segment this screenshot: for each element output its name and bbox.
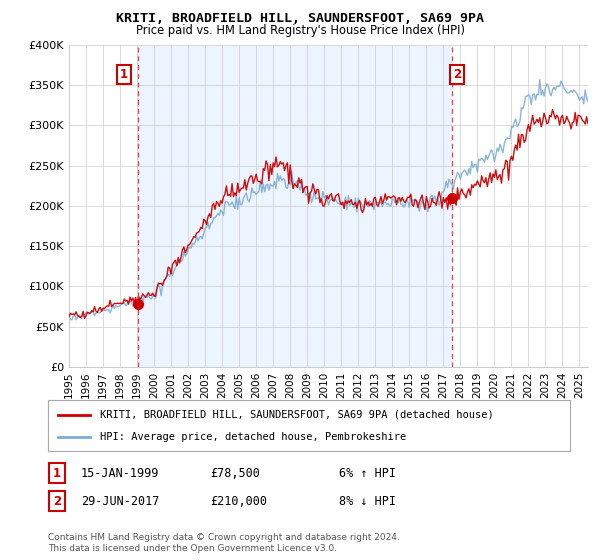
Text: HPI: Average price, detached house, Pembrokeshire: HPI: Average price, detached house, Pemb…: [100, 432, 406, 442]
Text: KRITI, BROADFIELD HILL, SAUNDERSFOOT, SA69 9PA: KRITI, BROADFIELD HILL, SAUNDERSFOOT, SA…: [116, 12, 484, 25]
Text: 2: 2: [453, 68, 461, 81]
Text: 6% ↑ HPI: 6% ↑ HPI: [339, 466, 396, 480]
Text: 1: 1: [53, 466, 61, 480]
Text: 1: 1: [120, 68, 128, 81]
Text: 29-JUN-2017: 29-JUN-2017: [81, 494, 160, 508]
Text: £210,000: £210,000: [210, 494, 267, 508]
Text: 8% ↓ HPI: 8% ↓ HPI: [339, 494, 396, 508]
Bar: [138, 45, 452, 367]
Text: KRITI, BROADFIELD HILL, SAUNDERSFOOT, SA69 9PA (detached house): KRITI, BROADFIELD HILL, SAUNDERSFOOT, SA…: [100, 409, 494, 419]
Text: £78,500: £78,500: [210, 466, 260, 480]
Text: Price paid vs. HM Land Registry's House Price Index (HPI): Price paid vs. HM Land Registry's House …: [136, 24, 464, 36]
Text: 15-JAN-1999: 15-JAN-1999: [81, 466, 160, 480]
Text: Contains HM Land Registry data © Crown copyright and database right 2024.
This d: Contains HM Land Registry data © Crown c…: [48, 533, 400, 553]
Text: 2: 2: [53, 494, 61, 508]
